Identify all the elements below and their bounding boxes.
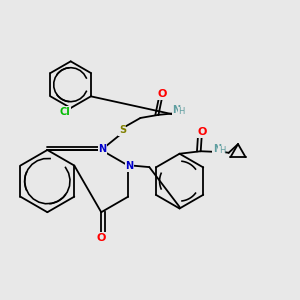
Text: H: H <box>219 146 225 155</box>
Text: N: N <box>125 161 133 172</box>
Text: H: H <box>178 107 185 116</box>
Text: S: S <box>119 125 126 135</box>
Text: N: N <box>98 144 106 154</box>
Text: Cl: Cl <box>60 107 70 117</box>
Text: O: O <box>198 127 207 137</box>
Text: O: O <box>97 233 106 243</box>
Text: N: N <box>172 105 180 115</box>
Text: N: N <box>213 144 221 154</box>
Text: O: O <box>158 89 167 99</box>
